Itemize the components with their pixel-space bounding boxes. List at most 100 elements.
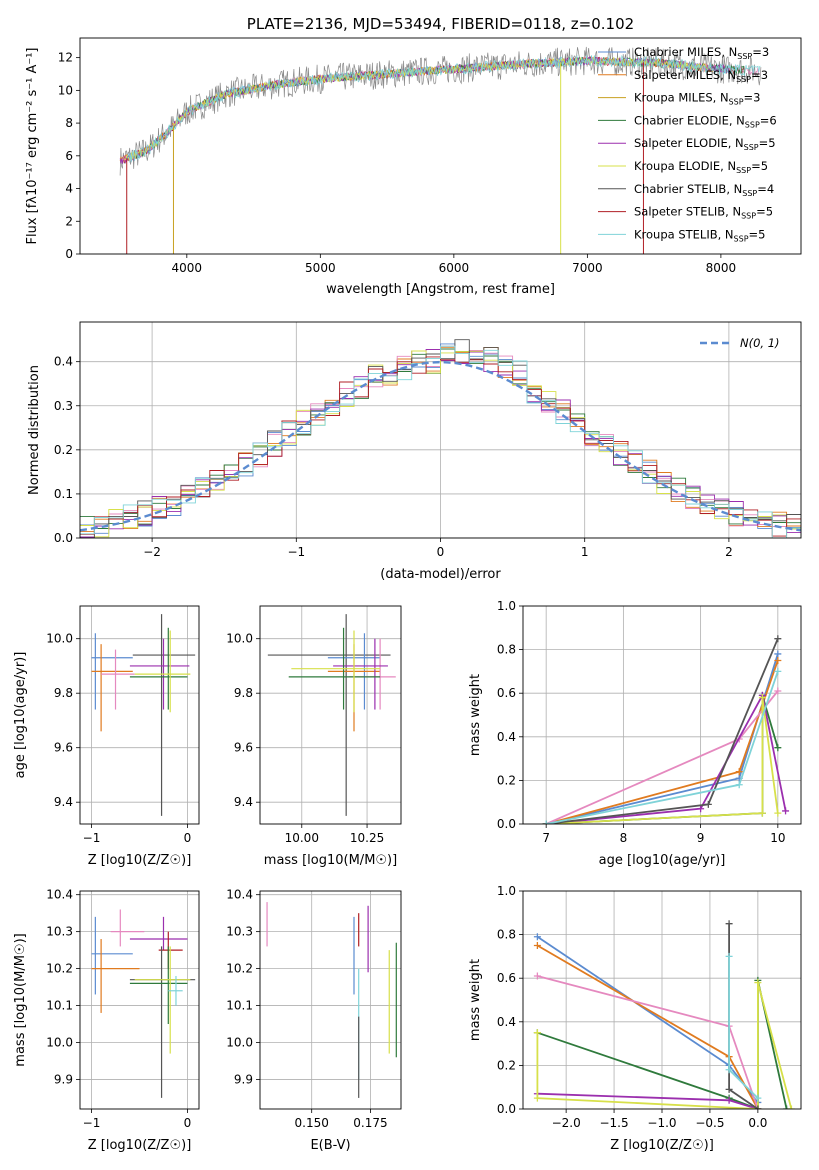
axes-border: [259, 890, 402, 1110]
y-tick-label: 0.8: [497, 928, 516, 942]
weight-marker: [774, 667, 782, 675]
y-tick-label: 10.0: [226, 632, 253, 646]
weight-marker: [783, 1105, 791, 1109]
x-tick-label: 0.0: [748, 1116, 767, 1130]
axes-border: [79, 37, 802, 255]
x-tick-label: 0: [184, 1116, 192, 1130]
weight-marker: [787, 1105, 795, 1109]
plot-area: [260, 891, 401, 1109]
y-tick-label: 0.2: [54, 443, 73, 457]
y-tick-label: 0.0: [497, 817, 516, 831]
weight-marker: [725, 1096, 733, 1104]
y-axis-label: Normed distribution: [27, 365, 42, 495]
y-tick-label: 9.6: [54, 741, 73, 755]
y-tick-label: 10.0: [46, 632, 73, 646]
weight-series-kroupa_miles: [537, 975, 759, 1109]
y-tick-label: 0.0: [54, 531, 73, 545]
y-tick-label: 10.1: [226, 999, 253, 1013]
legend-entry: Salpeter ELODIE, NSSP=5: [634, 136, 776, 152]
weight-marker: [725, 1085, 733, 1093]
axes-frame: 7 8 9 10 0.0 0.2 0.4 0.6 0.8 1.0 age [log10(age/yr…: [468, 599, 802, 868]
plot-area: [119, 46, 762, 254]
y-tick-label: 0.2: [497, 773, 516, 787]
axes-frame: −1 0 9.4 9.6 9.8 10.0 Z [log10(Z/Z☉)] age [log1…: [13, 605, 200, 868]
x-tick-label: 8000: [706, 261, 737, 275]
y-tick-label: 9.9: [234, 1072, 253, 1086]
plot-area: [523, 891, 801, 1109]
x-tick-label: 9: [697, 831, 705, 845]
weight-marker: [774, 744, 782, 752]
legend-entry: Chabrier MILES, NSSP=3: [634, 45, 769, 61]
axes-border: [259, 605, 402, 825]
y-tick-label: 0.0: [497, 1102, 516, 1116]
weight-marker: [782, 807, 790, 815]
y-tick-label: 12: [58, 51, 73, 65]
x-axis-label: mass [log10(M/M☉)]: [264, 853, 397, 868]
y-tick-label: 2: [65, 214, 73, 228]
weight-marker: [533, 972, 541, 980]
y-tick-label: 9.9: [54, 1072, 73, 1086]
x-tick-label: −1: [83, 1116, 101, 1130]
x-axis-label: age [log10(age/yr)]: [599, 853, 726, 868]
y-tick-label: 0.8: [497, 643, 516, 657]
panel-residuals: −2 −1 0 1 2 0.0 0.1 0.2 0.3 0.4 (data-model)/error…: [27, 321, 802, 582]
x-tick-label: 5000: [305, 261, 336, 275]
axes-border: [79, 890, 200, 1110]
weight-series-kroupa_elodie: [546, 697, 779, 824]
y-tick-label: 10.4: [226, 888, 253, 902]
x-tick-label: 0: [184, 831, 192, 845]
axes-border: [522, 605, 802, 825]
legend: N(0, 1): [700, 336, 780, 350]
x-tick-label: 7000: [572, 261, 603, 275]
panel-mass_vs_Z: −1 0 9.9 10.0 10.1 10.2 10.3 10.4 Z [log10(Z/Z☉)…: [13, 888, 200, 1153]
weight-marker: [704, 800, 712, 808]
panel-mass_vs_ebv: 0.150 0.175 9.9 10.0 10.1 10.2 10.3 10.4 E(B-V): [226, 888, 402, 1153]
panel-weight_vs_Z: −2.0 −1.5 −1.0 −0.5 0.0 0.0 0.2 0.4 0.6 0.8 1.0 Z […: [468, 884, 802, 1153]
x-axis-label: (data-model)/error: [380, 567, 501, 582]
weight-marker: [735, 781, 743, 789]
x-tick-label: −2: [143, 545, 161, 559]
legend: Chabrier MILES, NSSP=3 Salpeter MILES, NS…: [598, 45, 777, 243]
weight-marker: [533, 1029, 541, 1037]
panel-spectrum: 4000 5000 6000 7000 8000 0 2 4 6 8 10 12 wavelength …: [25, 15, 802, 297]
weight-marker: [533, 933, 541, 941]
y-axis-label: Flux [fλ10⁻¹⁷ erg cm⁻² s⁻¹ A⁻¹]: [25, 48, 40, 245]
weight-marker: [542, 820, 550, 824]
x-tick-label: −1.0: [647, 1116, 676, 1130]
y-tick-label: 10.3: [46, 925, 73, 939]
y-tick-label: 0: [65, 247, 73, 261]
y-axis-label: mass weight: [468, 959, 483, 1041]
weight-series-kroupa_miles: [545, 690, 779, 824]
x-tick-label: 1: [581, 545, 589, 559]
weight-series-kroupa_stelib: [546, 671, 779, 824]
axes-frame: −2.0 −1.5 −1.0 −0.5 0.0 0.0 0.2 0.4 0.6 0.8 1.0 Z […: [468, 884, 802, 1153]
panel-age_vs_mass: 10.00 10.25 9.4 9.6 9.8 10.0 mass [log10(M/M☉)…: [226, 605, 402, 868]
normal-curve: [80, 360, 801, 532]
panel-age_vs_Z: −1 0 9.4 9.6 9.8 10.0 Z [log10(Z/Z☉)] age [log1…: [13, 605, 200, 868]
axes-frame: −1 0 9.9 10.0 10.1 10.2 10.3 10.4 Z [log10(Z/Z☉)…: [13, 888, 200, 1153]
y-tick-label: 9.8: [234, 686, 253, 700]
weight-marker: [533, 942, 541, 949]
weight-marker: [774, 809, 782, 817]
y-tick-label: 9.4: [234, 795, 253, 809]
y-tick-label: 0.4: [497, 1015, 516, 1029]
weight-marker: [754, 1094, 762, 1102]
weight-marker: [774, 687, 782, 695]
y-tick-label: 9.8: [54, 686, 73, 700]
weight-marker: [697, 805, 705, 813]
x-tick-label: 10: [770, 831, 785, 845]
y-tick-label: 10.1: [46, 999, 73, 1013]
y-tick-label: 0.4: [54, 355, 73, 369]
weight-series-salpeter_miles: [536, 944, 759, 1109]
weight-marker: [754, 1105, 762, 1109]
x-tick-label: 2: [725, 545, 733, 559]
histogram-kroupa_stelib: [80, 345, 801, 538]
axes-border: [522, 890, 802, 1110]
y-tick-label: 10.2: [226, 962, 253, 976]
y-tick-label: 8: [65, 116, 73, 130]
x-tick-label: −1: [83, 831, 101, 845]
x-axis-label: Z [log10(Z/Z☉)]: [610, 1138, 714, 1153]
legend-entry: Salpeter STELIB, NSSP=5: [634, 205, 773, 221]
legend-entry: Kroupa MILES, NSSP=3: [634, 91, 760, 107]
